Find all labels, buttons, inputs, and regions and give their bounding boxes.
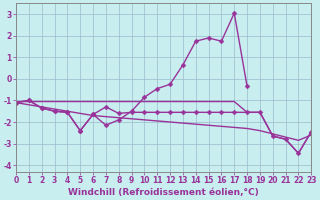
X-axis label: Windchill (Refroidissement éolien,°C): Windchill (Refroidissement éolien,°C)	[68, 188, 259, 197]
